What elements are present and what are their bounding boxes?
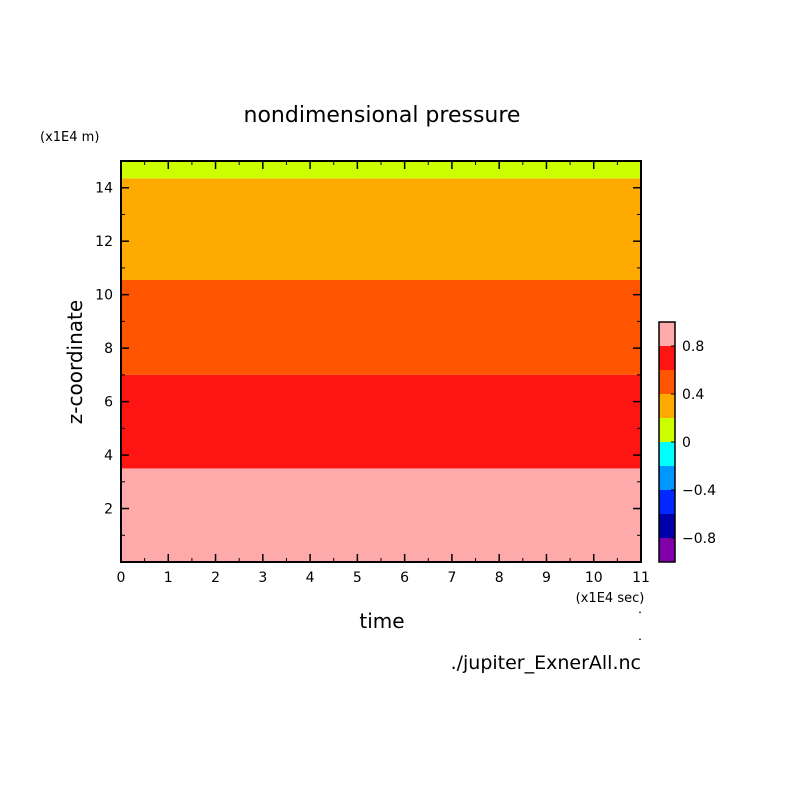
x-tick-label: 5 bbox=[353, 570, 362, 586]
y-axis-label: z-coordinate bbox=[63, 300, 87, 424]
y-tick-label: 8 bbox=[104, 341, 113, 357]
colorbar-swatch bbox=[659, 490, 675, 514]
y-tick-label: 4 bbox=[104, 448, 113, 464]
x-tick-label: 11 bbox=[632, 570, 650, 586]
colorbar-tick-label: 0 bbox=[682, 435, 691, 451]
contour-band bbox=[121, 279, 641, 375]
colorbar-swatch bbox=[659, 370, 675, 394]
x-tick-label: 4 bbox=[306, 570, 315, 586]
colorbar-tick-label: −0.4 bbox=[682, 483, 716, 499]
x-tick-label: 3 bbox=[258, 570, 267, 586]
x-axis-label: time bbox=[359, 609, 404, 633]
colorbar-swatch bbox=[659, 394, 675, 418]
y-tick-label: 10 bbox=[95, 288, 113, 304]
colorbar-swatch bbox=[659, 466, 675, 490]
x-axis-unit: (x1E4 sec) bbox=[576, 591, 645, 606]
contour-band bbox=[121, 374, 641, 469]
source-filename: ./jupiter_ExnerAll.nc bbox=[451, 652, 641, 674]
x-tick-label: 10 bbox=[585, 570, 603, 586]
colorbar-swatch bbox=[659, 322, 675, 346]
contour-band bbox=[121, 178, 641, 280]
contour-band bbox=[121, 161, 641, 179]
colorbar-tick-label: 0.4 bbox=[682, 387, 704, 403]
colorbar-swatch bbox=[659, 514, 675, 538]
contour-bands bbox=[121, 161, 641, 562]
colorbar-swatch bbox=[659, 346, 675, 370]
y-tick-label: 2 bbox=[104, 502, 113, 518]
y-axis-ticks: 2 4 6 8 10 12 14 bbox=[95, 181, 641, 536]
colorbar-ticks: −0.8 −0.4 0 0.4 0.8 bbox=[671, 339, 716, 547]
marker-icon bbox=[639, 638, 641, 640]
x-tick-label: 6 bbox=[400, 570, 409, 586]
x-tick-label: 8 bbox=[495, 570, 504, 586]
contour-band bbox=[121, 468, 641, 562]
x-tick-label: 7 bbox=[447, 570, 456, 586]
colorbar-tick-label: −0.8 bbox=[682, 531, 716, 547]
marker-icon bbox=[639, 611, 641, 613]
x-tick-label: 9 bbox=[542, 570, 551, 586]
y-tick-label: 12 bbox=[95, 234, 113, 250]
y-tick-label: 6 bbox=[104, 395, 113, 411]
y-tick-label: 14 bbox=[95, 181, 113, 197]
x-tick-label: 2 bbox=[211, 570, 220, 586]
chart-title: nondimensional pressure bbox=[244, 103, 521, 128]
x-tick-label: 0 bbox=[117, 570, 126, 586]
colorbar-swatch bbox=[659, 442, 675, 466]
x-axis-ticks: 0 1 2 3 4 5 6 7 8 9 10 11 bbox=[117, 161, 650, 586]
colorbar bbox=[659, 322, 675, 562]
colorbar-swatch bbox=[659, 538, 675, 562]
colorbar-swatch bbox=[659, 418, 675, 442]
colorbar-tick-label: 0.8 bbox=[682, 339, 704, 355]
y-axis-unit: (x1E4 m) bbox=[40, 130, 99, 145]
x-tick-label: 1 bbox=[164, 570, 173, 586]
